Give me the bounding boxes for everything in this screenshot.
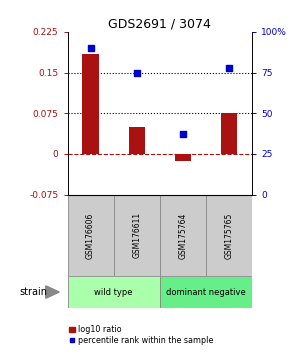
Bar — [206, 195, 252, 276]
Text: strain: strain — [20, 287, 47, 297]
Legend: log10 ratio, percentile rank within the sample: log10 ratio, percentile rank within the … — [65, 322, 217, 348]
Title: GDS2691 / 3074: GDS2691 / 3074 — [108, 18, 211, 31]
Text: dominant negative: dominant negative — [166, 287, 246, 297]
Text: GSM175765: GSM175765 — [224, 212, 233, 259]
Bar — [175, 154, 191, 160]
Bar — [160, 276, 252, 308]
Polygon shape — [46, 286, 59, 298]
Point — [134, 70, 139, 75]
Bar — [114, 195, 160, 276]
Point — [226, 65, 231, 70]
Bar — [82, 53, 99, 154]
Text: wild type: wild type — [94, 287, 133, 297]
Bar — [221, 113, 237, 154]
Point — [88, 45, 93, 51]
Bar — [68, 195, 114, 276]
Text: GSM176606: GSM176606 — [86, 212, 95, 259]
Bar — [129, 127, 145, 154]
Bar — [160, 195, 206, 276]
Text: GSM176611: GSM176611 — [132, 212, 141, 258]
Bar — [68, 276, 160, 308]
Point — [180, 132, 185, 137]
Text: GSM175764: GSM175764 — [178, 212, 187, 259]
